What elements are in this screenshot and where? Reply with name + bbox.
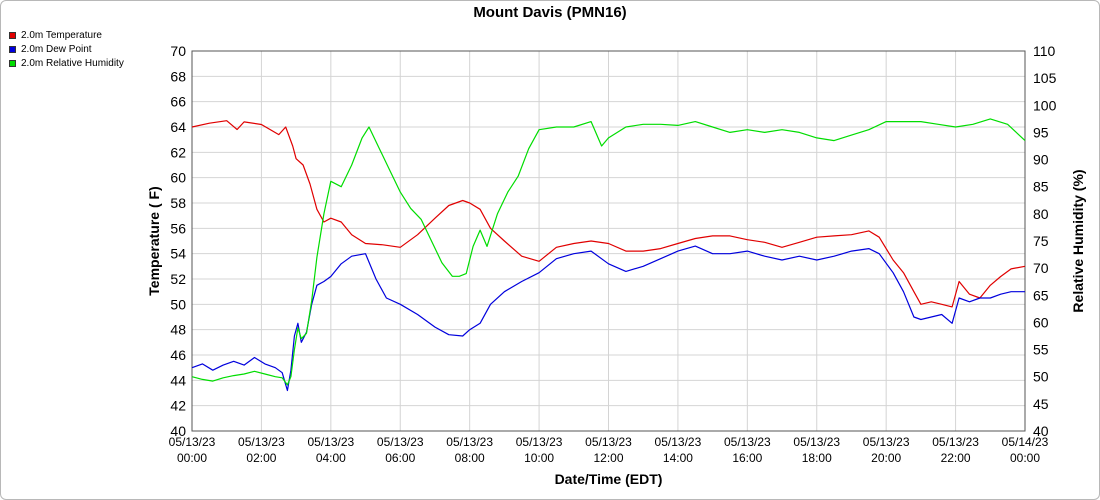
y-left-tick-label: 58	[170, 195, 186, 211]
y-left-tick-label: 62	[170, 144, 186, 160]
x-tick-label-time: 00:00	[1010, 451, 1040, 465]
y-right-tick-label: 110	[1033, 43, 1056, 59]
y-right-tick-label: 95	[1033, 124, 1049, 140]
y-right-tick-label: 90	[1033, 152, 1049, 168]
x-tick-label-time: 02:00	[246, 451, 276, 465]
x-tick-label-date: 05/13/23	[307, 435, 354, 449]
x-tick-label-time: 12:00	[593, 451, 623, 465]
y-right-tick-label: 70	[1033, 260, 1049, 276]
x-tick-label-time: 08:00	[455, 451, 485, 465]
x-axis-label: Date/Time (EDT)	[555, 471, 663, 487]
y-right-tick-label: 60	[1033, 314, 1049, 330]
legend-item-relative-humidity: 2.0m Relative Humidity	[9, 56, 124, 70]
y-right-tick-label: 40	[1033, 423, 1049, 439]
y-right-tick-label: 50	[1033, 369, 1049, 385]
y-left-tick-label: 44	[170, 372, 186, 388]
x-tick-label-time: 06:00	[385, 451, 415, 465]
legend-swatch-temperature	[9, 31, 16, 39]
x-tick-label-time: 00:00	[177, 451, 207, 465]
x-tick-label-date: 05/13/23	[655, 435, 702, 449]
y-left-tick-label: 66	[170, 94, 186, 110]
y-right-tick-label: 55	[1033, 342, 1049, 358]
y-right-tick-label: 85	[1033, 179, 1049, 195]
x-tick-label-date: 05/13/23	[724, 435, 771, 449]
x-tick-label-date: 05/14/23	[1002, 435, 1049, 449]
legend-label-relative-humidity: 2.0m Relative Humidity	[21, 57, 124, 69]
x-tick-label-time: 22:00	[941, 451, 971, 465]
y-left-tick-label: 48	[170, 322, 186, 338]
x-tick-label-time: 18:00	[802, 451, 832, 465]
y-left-tick-label: 52	[170, 271, 186, 287]
y-right-tick-label: 105	[1033, 70, 1057, 86]
x-tick-label-date: 05/13/23	[516, 435, 563, 449]
y-left-tick-label: 60	[170, 170, 186, 186]
x-tick-label-time: 14:00	[663, 451, 693, 465]
y-axis-right-label: Relative Humidity (%)	[1070, 169, 1086, 312]
chart-legend: 2.0m Temperature 2.0m Dew Point 2.0m Rel…	[9, 28, 124, 70]
y-left-tick-label: 40	[170, 423, 186, 439]
legend-swatch-relative-humidity	[9, 59, 16, 67]
y-axis-left-label: Temperature ( F)	[146, 186, 162, 295]
y-right-tick-label: 80	[1033, 206, 1049, 222]
legend-label-dew-point: 2.0m Dew Point	[21, 43, 92, 55]
y-right-tick-label: 100	[1033, 97, 1057, 113]
x-tick-label-date: 05/13/23	[446, 435, 493, 449]
temperature-series-line	[191, 120, 1026, 308]
y-left-tick-label: 50	[170, 296, 186, 312]
y-left-tick-label: 42	[170, 398, 186, 414]
y-right-tick-label: 45	[1033, 396, 1049, 412]
legend-item-dew-point: 2.0m Dew Point	[9, 42, 124, 56]
y-left-tick-label: 68	[170, 68, 186, 84]
legend-swatch-dew-point	[9, 45, 16, 53]
x-tick-label-date: 05/13/23	[793, 435, 840, 449]
legend-item-temperature: 2.0m Temperature	[9, 28, 124, 42]
x-tick-label-time: 04:00	[316, 451, 346, 465]
x-tick-label-date: 05/13/23	[585, 435, 632, 449]
y-left-tick-label: 64	[170, 119, 186, 135]
y-left-tick-label: 56	[170, 220, 186, 236]
y-left-tick-label: 70	[170, 43, 186, 59]
x-tick-label-time: 16:00	[732, 451, 762, 465]
legend-label-temperature: 2.0m Temperature	[21, 29, 102, 41]
chart-title: Mount Davis (PMN16)	[473, 4, 627, 21]
x-tick-label-time: 10:00	[524, 451, 554, 465]
y-right-tick-label: 65	[1033, 287, 1049, 303]
y-left-tick-label: 46	[170, 347, 186, 363]
plot-border	[191, 50, 1026, 432]
x-tick-label-date: 05/13/23	[169, 435, 216, 449]
x-tick-label-date: 05/13/23	[238, 435, 285, 449]
x-tick-label-date: 05/13/23	[377, 435, 424, 449]
x-tick-label-time: 20:00	[871, 451, 901, 465]
y-right-tick-label: 75	[1033, 233, 1049, 249]
dew-point-series-line	[191, 245, 1025, 392]
x-tick-label-date: 05/13/23	[932, 435, 979, 449]
x-tick-label-date: 05/13/23	[863, 435, 910, 449]
relative-humidity-series-line	[191, 118, 1026, 386]
y-left-tick-label: 54	[170, 246, 186, 262]
